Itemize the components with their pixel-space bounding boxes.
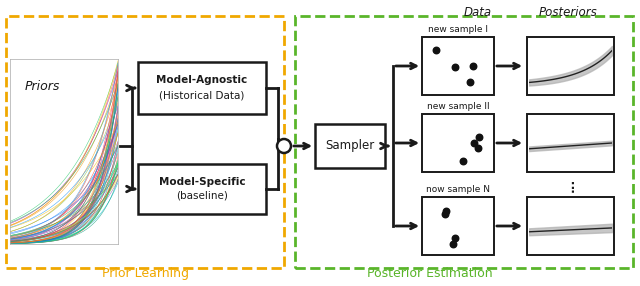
Text: now sample N: now sample N bbox=[426, 185, 490, 194]
Point bbox=[465, 80, 475, 85]
Text: Posteriors: Posteriors bbox=[539, 5, 597, 19]
Point bbox=[440, 208, 451, 213]
Point bbox=[469, 141, 479, 146]
Bar bbox=[422, 37, 494, 95]
Point bbox=[440, 211, 450, 216]
Text: Data: Data bbox=[464, 5, 492, 19]
Bar bbox=[295, 16, 633, 268]
Text: new sample II: new sample II bbox=[427, 102, 490, 111]
Text: (baseline): (baseline) bbox=[176, 191, 228, 201]
Point bbox=[431, 47, 441, 52]
Bar bbox=[527, 37, 614, 95]
Point bbox=[474, 135, 484, 139]
Bar bbox=[527, 114, 614, 172]
Point bbox=[467, 63, 477, 68]
Text: (Historical Data): (Historical Data) bbox=[159, 91, 244, 101]
Text: Prior Learning: Prior Learning bbox=[102, 267, 189, 280]
Bar bbox=[138, 164, 266, 214]
Bar bbox=[527, 197, 614, 255]
Point bbox=[458, 158, 468, 163]
Point bbox=[448, 242, 458, 247]
Text: Model-Specific: Model-Specific bbox=[159, 177, 245, 187]
Bar bbox=[422, 197, 494, 255]
Point bbox=[473, 146, 483, 151]
Text: ...: ... bbox=[564, 177, 577, 192]
Point bbox=[451, 236, 461, 241]
Text: Priors: Priors bbox=[24, 80, 60, 92]
Bar bbox=[422, 114, 494, 172]
Text: new sample I: new sample I bbox=[428, 25, 488, 34]
Text: Model-Agnostic: Model-Agnostic bbox=[156, 75, 248, 85]
Bar bbox=[6, 16, 284, 268]
Bar bbox=[315, 124, 385, 168]
Point bbox=[450, 65, 460, 69]
Text: Sampler: Sampler bbox=[325, 140, 374, 152]
Circle shape bbox=[277, 139, 291, 153]
Text: Posterior Estimation: Posterior Estimation bbox=[367, 267, 493, 280]
Bar bbox=[138, 62, 266, 114]
